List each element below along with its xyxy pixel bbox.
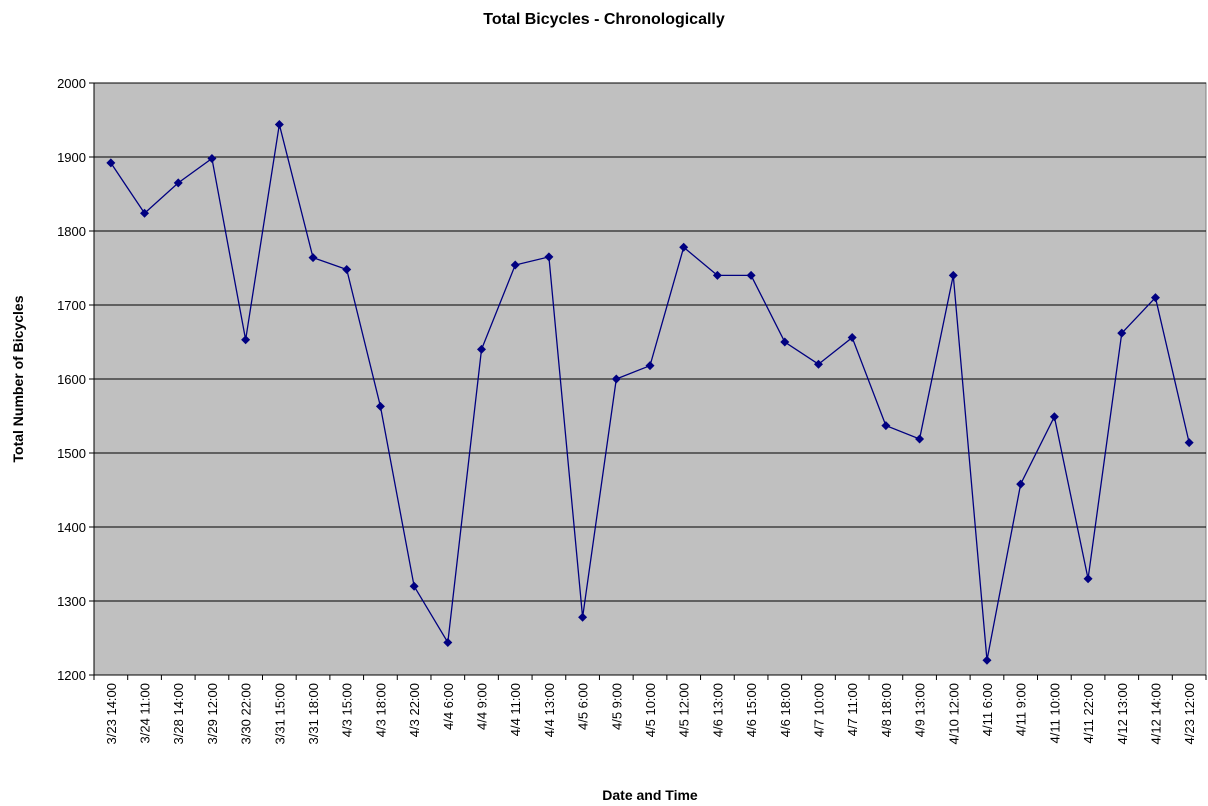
y-tick-label: 1800 [57, 224, 86, 239]
data-marker [881, 421, 891, 431]
y-tick-label: 1200 [57, 668, 86, 683]
data-marker [443, 637, 453, 647]
data-marker [1049, 412, 1059, 422]
x-tick-label: 4/10 12:00 [946, 683, 961, 744]
x-tick-label: 4/4 6:00 [441, 683, 456, 730]
data-marker [847, 333, 857, 343]
data-marker [746, 270, 756, 280]
y-tick-label: 1900 [57, 150, 86, 165]
x-tick-label: 4/3 18:00 [373, 683, 388, 737]
x-tick-label: 3/31 18:00 [306, 683, 321, 744]
x-tick-label: 4/11 9:00 [1014, 683, 1029, 736]
x-tick-label: 4/6 13:00 [710, 683, 725, 737]
x-axis-title: Date and Time [602, 787, 698, 803]
x-tick-label: 4/9 13:00 [913, 683, 928, 737]
y-tick-label: 1600 [57, 372, 86, 387]
data-marker [510, 260, 520, 270]
data-marker [106, 158, 116, 168]
data-marker [813, 359, 823, 369]
data-marker [679, 242, 689, 252]
y-tick-label: 1400 [57, 520, 86, 535]
x-tick-label: 4/5 12:00 [677, 683, 692, 737]
data-marker [308, 253, 318, 263]
x-tick-label: 4/5 10:00 [643, 683, 658, 737]
x-tick-label: 4/6 15:00 [744, 683, 759, 737]
data-marker [342, 264, 352, 274]
data-marker [712, 270, 722, 280]
x-tick-label: 3/30 22:00 [239, 683, 254, 744]
data-marker [207, 153, 217, 163]
data-marker [1083, 574, 1093, 584]
data-marker [1117, 328, 1127, 338]
x-tick-label: 4/12 14:00 [1148, 683, 1163, 744]
x-tick-label: 3/24 11:00 [138, 683, 153, 743]
data-marker [1150, 293, 1160, 303]
data-marker [915, 434, 925, 444]
x-tick-label: 4/11 6:00 [980, 683, 995, 736]
data-marker [1016, 479, 1026, 489]
x-tick-label: 4/7 10:00 [811, 683, 826, 737]
x-tick-label: 4/8 18:00 [879, 683, 894, 737]
x-tick-label: 4/11 10:00 [1047, 683, 1062, 743]
data-marker [241, 335, 251, 345]
x-tick-label: 4/6 18:00 [778, 683, 793, 737]
x-tick-label: 4/11 22:00 [1081, 683, 1096, 743]
x-tick-label: 4/3 15:00 [340, 683, 355, 737]
data-marker [173, 178, 183, 188]
x-tick-label: 3/28 14:00 [171, 683, 186, 744]
data-marker [948, 270, 958, 280]
y-tick-label: 2000 [57, 76, 86, 91]
data-marker [1184, 438, 1194, 448]
chart-title: Total Bicycles - Chronologically [483, 11, 725, 28]
data-marker [578, 612, 588, 622]
y-tick-label: 1700 [57, 298, 86, 313]
y-tick-label: 1300 [57, 594, 86, 609]
data-marker [274, 119, 284, 129]
x-tick-label: 3/23 14:00 [104, 683, 119, 744]
data-marker [375, 401, 385, 411]
y-tick-label: 1500 [57, 446, 86, 461]
x-tick-label: 4/4 13:00 [542, 683, 557, 737]
data-marker [477, 344, 487, 354]
y-axis-title: Total Number of Bicycles [10, 295, 26, 462]
x-tick-label: 3/29 12:00 [205, 683, 220, 744]
x-tick-label: 4/7 11:00 [845, 683, 860, 736]
data-marker [780, 337, 790, 347]
data-marker [645, 361, 655, 371]
data-marker [544, 252, 554, 262]
x-tick-label: 4/12 13:00 [1115, 683, 1130, 744]
x-tick-label: 4/5 9:00 [609, 683, 624, 730]
data-marker [611, 374, 621, 384]
data-marker [409, 581, 419, 591]
data-marker [982, 655, 992, 665]
x-tick-label: 4/3 22:00 [407, 683, 422, 737]
x-tick-label: 4/5 6:00 [576, 683, 591, 730]
x-tick-label: 3/31 15:00 [272, 683, 287, 744]
data-marker [140, 208, 150, 218]
x-tick-label: 4/4 9:00 [475, 683, 490, 730]
x-tick-label: 4/4 11:00 [508, 683, 523, 736]
x-tick-label: 4/23 12:00 [1182, 683, 1197, 744]
